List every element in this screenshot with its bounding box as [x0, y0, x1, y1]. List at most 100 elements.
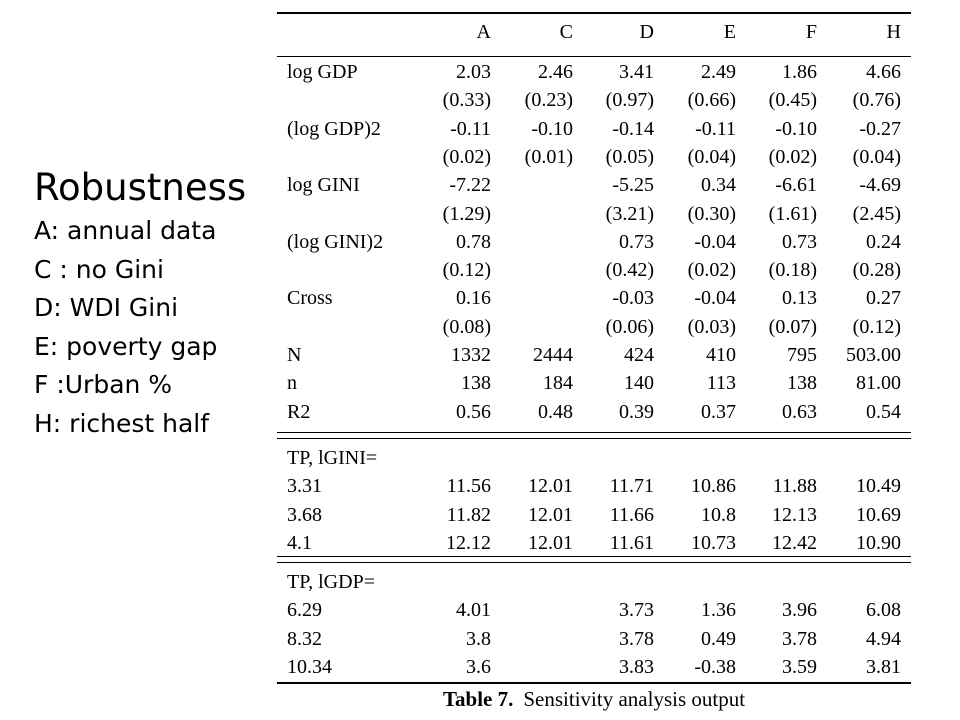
table-cell — [483, 256, 573, 284]
table-cell: 2.49 — [701, 61, 736, 83]
table-cell: 1332 — [451, 344, 491, 366]
table-cell: (0.01) — [524, 145, 573, 168]
table-cell — [727, 444, 817, 472]
table-cell: (0.02) — [687, 259, 736, 282]
table-cell: 1.36 — [701, 599, 736, 622]
table-cell: 184 — [543, 372, 573, 395]
table-cell: 0.49 — [701, 627, 736, 650]
table-cell: (0.23) — [524, 89, 573, 112]
table-cell: 424 — [624, 344, 654, 366]
table-cell — [483, 596, 573, 624]
table-cell: 0.56 — [456, 400, 491, 423]
table-cell: 11.88 — [772, 475, 817, 498]
legend-item-e: E: poverty gap — [34, 331, 218, 361]
table-cell — [401, 444, 491, 472]
column-header: D — [639, 21, 654, 43]
table-cell: 10.69 — [856, 503, 901, 526]
table-cell: -6.61 — [775, 174, 817, 197]
table-cell: (0.02) — [442, 145, 491, 168]
table-cell: 2.46 — [538, 61, 573, 83]
table-cell: 0.24 — [866, 230, 901, 253]
table-cell: (0.12) — [852, 315, 901, 338]
legend-item-h: H: richest half — [34, 408, 210, 438]
table-cell: 3.41 — [619, 61, 654, 83]
table-cell: 10.86 — [691, 475, 736, 498]
table-cell: 11.56 — [446, 475, 491, 498]
table-rule — [277, 12, 911, 14]
table-cell: 3.8 — [466, 627, 491, 650]
table-cell: (3.21) — [605, 202, 654, 225]
table-cell: (0.04) — [687, 145, 736, 168]
table-cell: (0.07) — [768, 315, 817, 338]
robustness-legend: Robustness A: annual data C : no Gini D:… — [34, 166, 264, 443]
table-cell: 3.96 — [782, 599, 817, 622]
table-cell: -5.25 — [612, 174, 654, 197]
table-cell — [727, 568, 817, 596]
table-cell: 0.13 — [782, 287, 817, 310]
table-cell: 410 — [706, 344, 736, 366]
column-header: F — [805, 21, 817, 43]
table-cell: (0.97) — [605, 89, 654, 112]
table-cell: 795 — [787, 344, 817, 366]
table-cell: 11.82 — [446, 503, 491, 526]
table-cell: 3.81 — [866, 655, 901, 678]
table-cell: 2444 — [533, 344, 573, 366]
table-cell: -0.10 — [531, 117, 573, 140]
table-cell: 12.13 — [772, 503, 817, 526]
row-label: (log GINI)2 — [287, 230, 384, 253]
row-label: TP, lGINI= — [287, 447, 378, 469]
table-cell — [483, 171, 573, 199]
table-cell: 0.37 — [701, 400, 736, 423]
table-cell — [646, 568, 736, 596]
table-cell — [483, 568, 573, 596]
table-cell: (0.06) — [605, 315, 654, 338]
table-rule — [277, 438, 911, 439]
table-cell: 10.73 — [691, 531, 736, 554]
table-cell: 4.01 — [456, 599, 491, 622]
row-label: log GDP — [287, 61, 358, 83]
row-label: 3.68 — [287, 503, 322, 526]
table-cell: 11.61 — [609, 531, 654, 554]
table-cell: 3.59 — [782, 655, 817, 678]
legend-item-a: A: annual data — [34, 216, 217, 245]
table-cell: 11.71 — [609, 475, 654, 498]
row-label: R2 — [287, 400, 311, 423]
row-label: TP, lGDP= — [287, 571, 375, 593]
table-rule — [277, 682, 911, 684]
table-cell: 0.73 — [782, 230, 817, 253]
table-cell: 11.66 — [609, 503, 654, 526]
table-cell: 0.48 — [538, 400, 573, 423]
table-cell: (0.76) — [852, 89, 901, 112]
table-cell: (0.30) — [687, 202, 736, 225]
table-cell: 0.54 — [866, 400, 901, 423]
table-cell: -0.04 — [694, 287, 736, 310]
caption-text: Sensitivity analysis output — [523, 687, 746, 711]
table-cell: -0.11 — [450, 117, 491, 140]
table-cell: (0.03) — [687, 315, 736, 338]
table-cell: 6.08 — [866, 599, 901, 622]
row-label: 8.32 — [287, 627, 322, 650]
caption-prefix: Table 7. — [442, 687, 514, 711]
table-cell: 1.86 — [782, 61, 817, 83]
table-cell — [483, 625, 573, 653]
table-cell: 0.27 — [866, 287, 901, 310]
table-cell: (0.66) — [687, 89, 736, 112]
table-cell: 3.83 — [619, 655, 654, 678]
row-label: (log GDP)2 — [287, 117, 381, 140]
table-cell: 12.42 — [772, 531, 817, 554]
table-cell: -0.10 — [775, 117, 817, 140]
legend-item-c: C : no Gini — [34, 254, 164, 284]
table-rule — [277, 56, 911, 57]
table-cell: 10.90 — [856, 531, 901, 554]
table-cell: 113 — [706, 372, 736, 395]
table-cell: 0.39 — [619, 400, 654, 423]
table-cell: 10.8 — [701, 503, 736, 526]
table-cell: (0.18) — [768, 259, 817, 282]
table-cell: 12.01 — [528, 475, 573, 498]
table-rule — [277, 432, 911, 433]
table-cell — [483, 444, 573, 472]
table-cell: 3.78 — [619, 627, 654, 650]
table-cell — [483, 200, 573, 228]
table-cell: 81.00 — [856, 372, 901, 395]
table-rule — [277, 556, 911, 557]
